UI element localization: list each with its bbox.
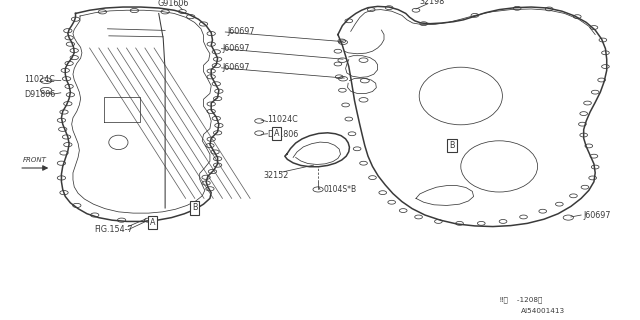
Text: AI54001413: AI54001413 — [521, 308, 564, 314]
Text: J60697: J60697 — [584, 211, 611, 220]
Text: 0104S*B: 0104S*B — [323, 185, 356, 194]
Text: ‼＜    -1208）: ‼＜ -1208） — [500, 296, 543, 302]
Text: 32198: 32198 — [419, 0, 445, 6]
Text: B: B — [192, 204, 197, 212]
Text: FIG.154-7: FIG.154-7 — [95, 225, 133, 234]
Text: J60697: J60697 — [222, 63, 250, 72]
Text: A: A — [274, 129, 279, 138]
Text: J60697: J60697 — [222, 44, 250, 53]
Text: A: A — [150, 218, 155, 227]
Text: D91806: D91806 — [268, 130, 299, 139]
Text: FRONT: FRONT — [23, 157, 47, 163]
Text: J60697: J60697 — [227, 28, 255, 36]
Text: 11024C: 11024C — [268, 116, 298, 124]
Text: B: B — [449, 141, 454, 150]
Text: D91806: D91806 — [24, 90, 56, 99]
Text: 32152: 32152 — [264, 172, 289, 180]
Text: G91606: G91606 — [157, 0, 189, 8]
Text: 11024C: 11024C — [24, 76, 55, 84]
